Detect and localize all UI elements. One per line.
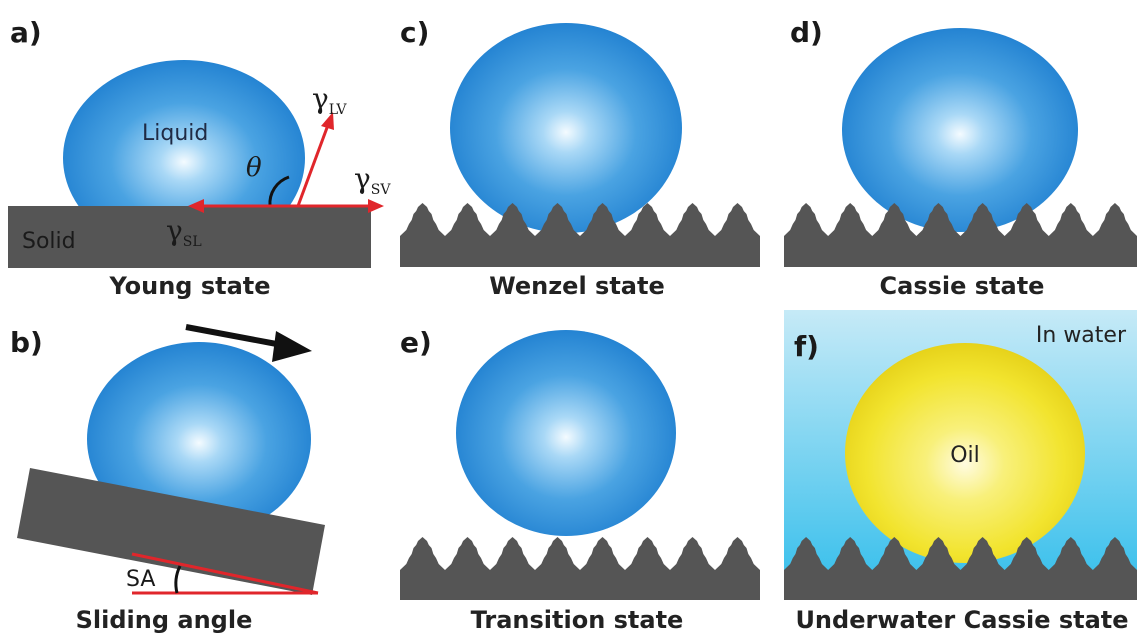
sliding-angle-label: SA	[126, 567, 155, 592]
solid-label: Solid	[22, 229, 76, 254]
liquid-droplet	[63, 60, 305, 206]
caption-sliding-angle: Sliding angle	[76, 606, 253, 633]
rough-surface-d	[784, 203, 1137, 267]
oil-droplet	[845, 343, 1085, 563]
panel-b: b) SA Sliding angle	[10, 324, 325, 633]
panel-e-label: e)	[400, 326, 432, 359]
tilt-reference-line	[131, 552, 319, 595]
liquid-label: Liquid	[142, 121, 208, 146]
caption-young-state: Young state	[108, 272, 270, 300]
panel-a: a) Liquid Solid θ γLV γSV γSL Young stat…	[8, 16, 391, 300]
caption-wenzel-state: Wenzel state	[489, 272, 665, 300]
panel-e: e) Transition state	[400, 326, 760, 633]
gamma-lv-symbol: γLV	[312, 82, 347, 118]
panel-a-label: a)	[10, 16, 42, 49]
panel-d: d) Cassie state	[784, 16, 1137, 300]
vector-sv-head	[368, 199, 384, 213]
tilted-substrate	[17, 468, 325, 595]
transition-droplet	[456, 330, 676, 536]
wenzel-droplet	[450, 23, 682, 233]
cassie-droplet	[842, 28, 1078, 232]
sliding-droplet	[87, 342, 311, 536]
panel-b-label: b)	[10, 326, 43, 359]
gamma-sl-symbol: γSL	[166, 214, 202, 250]
panel-f-label: f)	[794, 330, 819, 363]
panel-c-label: c)	[400, 16, 429, 49]
vector-lv	[296, 124, 330, 207]
oil-label: Oil	[950, 443, 980, 468]
in-water-label: In water	[1036, 323, 1127, 348]
solid-substrate	[8, 206, 371, 268]
surface-tension-vectors	[188, 112, 384, 213]
rough-surface-c	[400, 203, 760, 267]
vector-lv-head	[321, 112, 334, 130]
gamma-sv-symbol: γSV	[354, 162, 391, 198]
panel-c: c) Wenzel state	[400, 16, 760, 300]
caption-underwater-cassie-state: Underwater Cassie state	[795, 606, 1128, 633]
rough-surface-f	[784, 537, 1137, 600]
rough-surface-e	[400, 537, 760, 600]
panel-f: f) In water Oil Underwater Cassie state	[784, 310, 1137, 633]
contact-angle-arc	[268, 175, 290, 207]
sliding-angle-arc	[174, 565, 182, 594]
panel-d-label: d)	[790, 16, 823, 49]
sliding-direction-line	[185, 324, 283, 348]
caption-cassie-state: Cassie state	[880, 272, 1045, 300]
caption-transition-state: Transition state	[471, 606, 684, 633]
vector-sl-head	[188, 199, 204, 213]
sliding-direction-arrowhead	[272, 331, 312, 362]
theta-symbol: θ	[246, 153, 262, 183]
